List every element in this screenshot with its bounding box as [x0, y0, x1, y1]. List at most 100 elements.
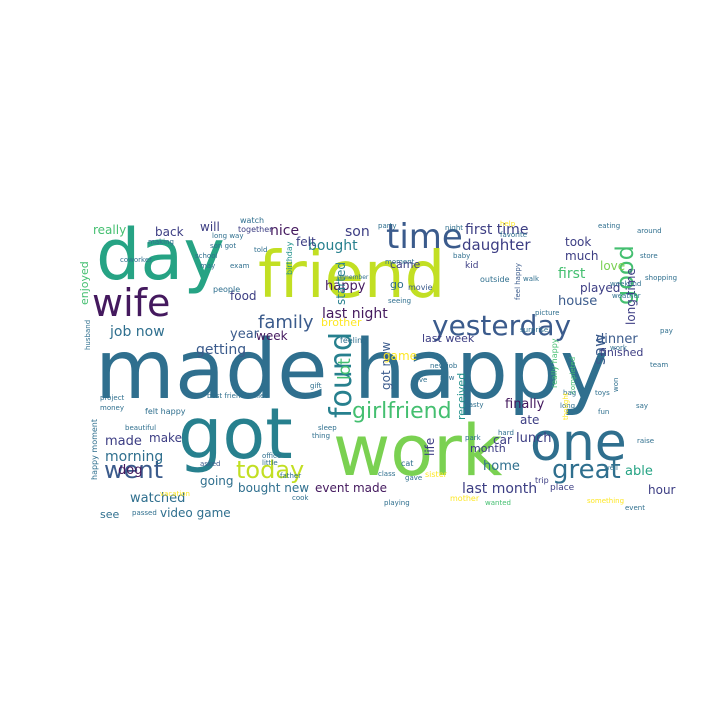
- word-good: good: [611, 245, 639, 305]
- word-shopping: shopping: [645, 274, 677, 282]
- word-video-game: video game: [160, 506, 231, 520]
- word-won: won: [612, 378, 620, 392]
- word-getting: getting: [196, 342, 246, 358]
- word-something: something: [587, 497, 624, 505]
- word-eating: eating: [598, 222, 620, 230]
- word-may: may: [200, 262, 215, 270]
- word-today: today: [236, 456, 304, 484]
- word-year: year: [230, 327, 260, 342]
- word-exam: exam: [230, 262, 250, 270]
- word-surprise: surprise: [520, 326, 548, 334]
- word-went: went: [104, 456, 163, 484]
- word-park: park: [465, 434, 482, 442]
- word-sleep: sleep: [318, 424, 337, 432]
- word-cat: cat: [401, 459, 413, 468]
- word-seeing: seeing: [388, 297, 411, 305]
- word-movie: movie: [408, 283, 433, 292]
- word-received: received: [455, 373, 468, 420]
- word-event-made: event made: [315, 481, 387, 495]
- word-well: well: [604, 464, 618, 472]
- word-hour: hour: [648, 483, 676, 497]
- word-father: father: [280, 472, 301, 480]
- word-able: able: [625, 464, 653, 479]
- word-kid: kid: [465, 261, 478, 271]
- word-coworker: coworker: [120, 256, 152, 264]
- word-week: week: [256, 329, 288, 343]
- word-walk: walk: [523, 275, 540, 283]
- word-happy-moment: happy moment: [90, 419, 99, 480]
- word-food: food: [230, 289, 257, 303]
- word-completed: completed: [569, 357, 577, 394]
- word-asked: asked: [200, 460, 221, 468]
- word-back: back: [155, 225, 184, 239]
- word-life: life: [423, 438, 437, 456]
- word-car: car: [493, 433, 512, 447]
- word-great: great: [552, 455, 621, 485]
- word-last-month: last month: [462, 481, 537, 497]
- word-hard: hard: [498, 429, 514, 437]
- word-started: started: [334, 262, 348, 305]
- word-baby: baby: [453, 252, 470, 260]
- word-house: house: [558, 294, 597, 309]
- word-watch: watch: [240, 216, 264, 225]
- word-trip: trip: [535, 476, 549, 485]
- word-raise: raise: [637, 437, 654, 445]
- word-live: live: [415, 376, 427, 384]
- word-month: month: [470, 442, 506, 455]
- word-gave: gave: [405, 474, 422, 482]
- word-vacation: vacation: [160, 490, 190, 498]
- word-party: party: [378, 222, 397, 230]
- word-work: work: [610, 344, 628, 352]
- word-birthday: birthday: [285, 241, 294, 275]
- word-work: work: [333, 410, 503, 492]
- word-pay: pay: [660, 327, 673, 335]
- word-favorite: favorite: [500, 231, 527, 239]
- word-first: first: [558, 266, 586, 282]
- word-new-job: new job: [430, 362, 458, 370]
- word-mother: mother: [450, 494, 480, 503]
- word-brother: brother: [321, 316, 362, 329]
- word-came: came: [390, 258, 421, 271]
- word-time: time: [386, 217, 463, 257]
- word-going: going: [200, 474, 234, 488]
- word-together: together: [238, 225, 273, 234]
- word-day: day: [96, 214, 225, 296]
- word-job-now: job now: [109, 324, 165, 340]
- word-found: found: [324, 332, 359, 418]
- word-see: see: [100, 508, 119, 521]
- word-team: team: [650, 361, 668, 369]
- word-thing: thing: [312, 432, 330, 440]
- word-husband: husband: [84, 320, 92, 350]
- word-finally: finally: [505, 397, 545, 412]
- word-friend: friend: [258, 239, 445, 313]
- word-ate: ate: [520, 413, 539, 427]
- word-got: got: [178, 393, 293, 475]
- word-saw: saw: [590, 334, 609, 365]
- word-say: say: [636, 402, 648, 410]
- word-passed: passed: [132, 509, 157, 517]
- word-bought: bought: [308, 238, 358, 254]
- word-wanted: wanted: [485, 499, 511, 507]
- word-around: around: [637, 227, 662, 235]
- word-toys: toys: [595, 389, 610, 397]
- word-nice: nice: [270, 223, 299, 239]
- word-best-friend: best friend: [207, 392, 245, 400]
- word-one: one: [530, 413, 627, 473]
- word-morning: morning: [105, 449, 163, 465]
- word-bought-new: bought new: [238, 481, 309, 495]
- word-bag: bag: [563, 389, 576, 397]
- word-told: told: [254, 246, 267, 254]
- word-happy: happy: [325, 279, 366, 294]
- word-played: played: [580, 281, 620, 295]
- word-little: little: [262, 459, 278, 467]
- word-beautiful: beautiful: [125, 424, 156, 432]
- word-wife: wife: [92, 281, 170, 325]
- word-really-happy: really happy: [550, 338, 559, 388]
- word-took: took: [565, 235, 591, 249]
- word-moment: moment: [385, 258, 415, 266]
- word-gift: gift: [310, 382, 322, 390]
- word-dinner: dinner: [596, 332, 638, 347]
- word-thought: thought: [562, 392, 570, 420]
- word-felt: felt: [296, 235, 316, 249]
